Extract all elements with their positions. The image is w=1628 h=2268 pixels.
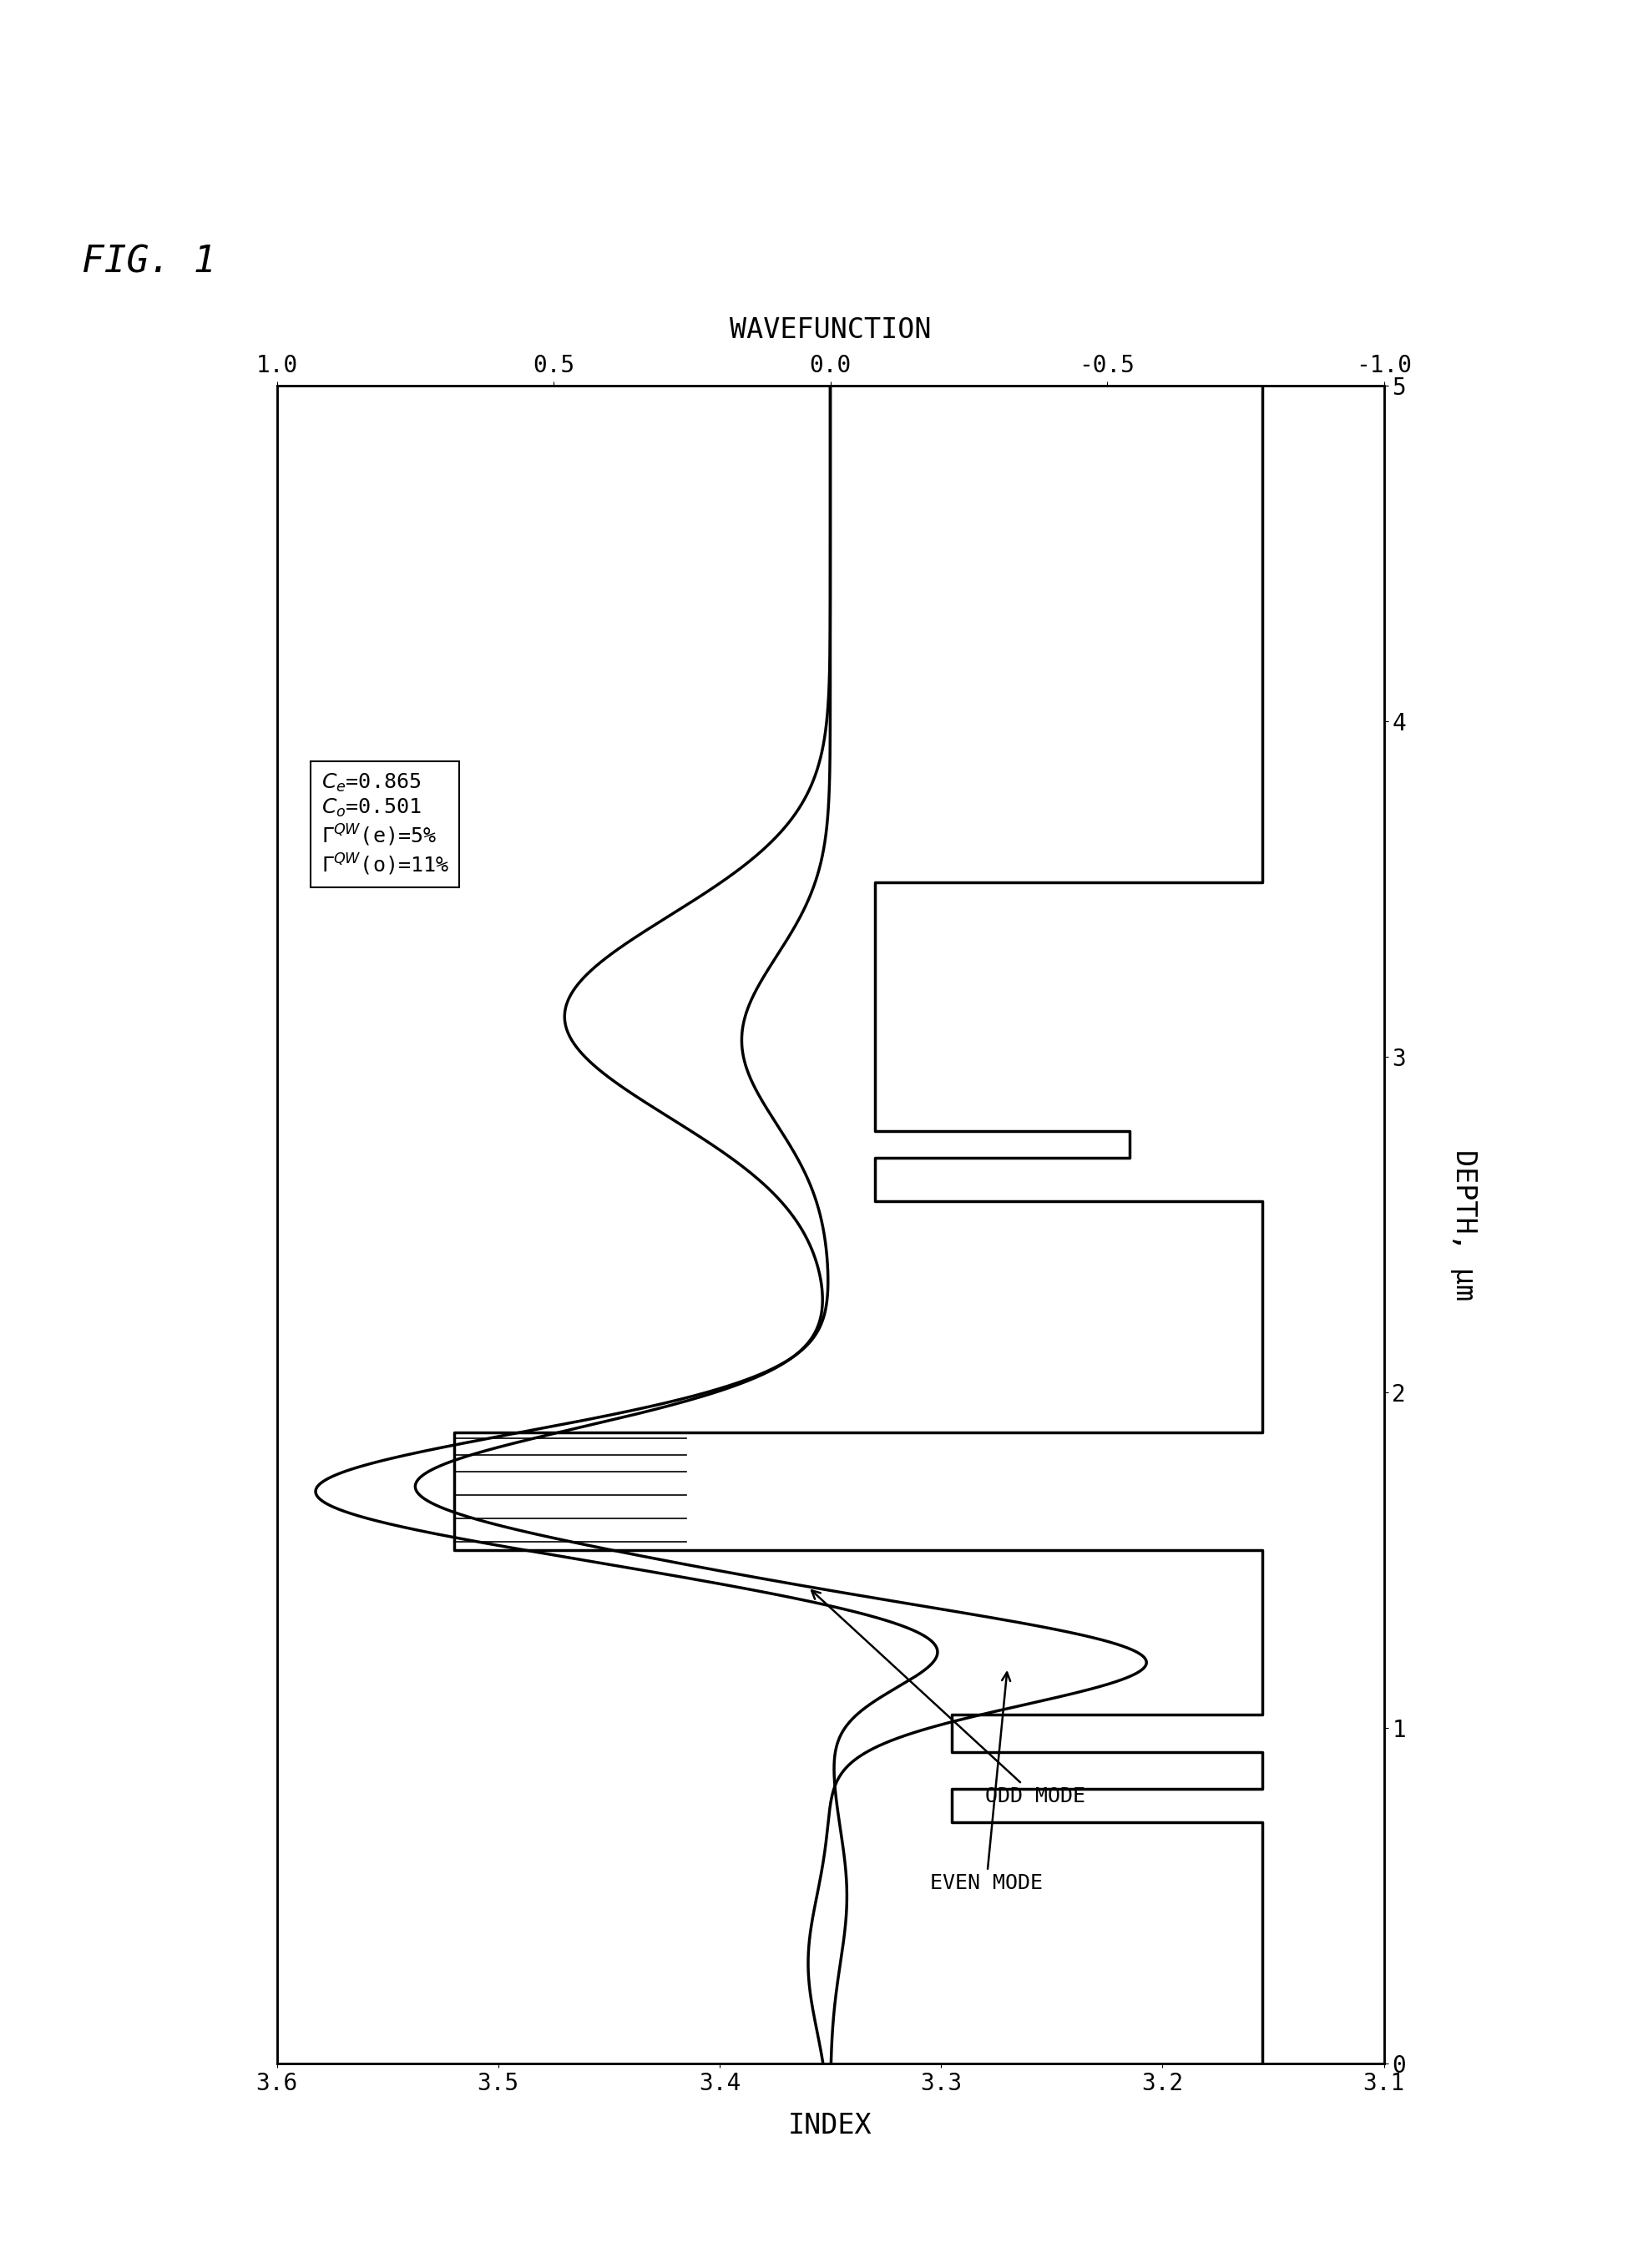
Text: EVEN MODE: EVEN MODE [930,1672,1042,1894]
Text: FIG. 1: FIG. 1 [81,243,215,279]
X-axis label: WAVEFUNCTION: WAVEFUNCTION [729,315,931,345]
Y-axis label: DEPTH, μm: DEPTH, μm [1451,1150,1478,1300]
X-axis label: INDEX: INDEX [788,2112,873,2139]
Text: ODD MODE: ODD MODE [812,1590,1086,1805]
Text: $C_e$=0.865
$C_o$=0.501
$\Gamma^{QW}$(e)=5%
$\Gamma^{QW}$(o)=11%: $C_e$=0.865 $C_o$=0.501 $\Gamma^{QW}$(e)… [321,771,449,878]
